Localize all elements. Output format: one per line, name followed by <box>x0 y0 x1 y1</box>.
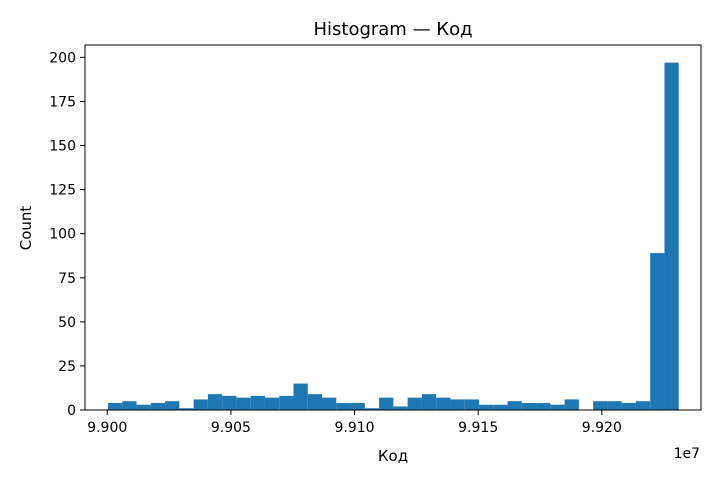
histogram-bar <box>664 62 679 411</box>
histogram-bar <box>507 401 522 410</box>
x-tick-label: 9.900 <box>87 420 127 436</box>
histogram-bar <box>207 394 223 410</box>
y-tick-label: 50 <box>58 315 76 331</box>
histogram-bar <box>607 401 622 410</box>
histogram-bar <box>322 397 337 410</box>
histogram-bar <box>122 401 137 410</box>
histogram-bar <box>264 397 280 410</box>
histogram-bar <box>564 399 579 410</box>
y-tick-label: 150 <box>49 139 76 155</box>
y-tick-label: 0 <box>67 403 76 419</box>
histogram-bar <box>621 402 636 410</box>
x-axis-offset-text: 1e7 <box>674 446 700 462</box>
histogram-bar <box>236 397 251 410</box>
y-axis-ticks: 0 25 50 75 100 125 150 175 200 <box>49 50 85 419</box>
histogram-bar <box>336 402 351 410</box>
histogram-bar <box>421 394 437 410</box>
histogram-bar <box>635 401 651 410</box>
histogram-bar <box>107 402 123 410</box>
histogram-bar <box>478 404 494 410</box>
bars-group <box>107 62 679 411</box>
chart-title: Histogram — Код <box>313 19 472 40</box>
histogram-bar <box>493 404 508 410</box>
histogram-bar <box>550 404 565 410</box>
y-tick-label: 75 <box>58 271 76 287</box>
y-tick-label: 25 <box>58 359 76 375</box>
histogram-bar <box>393 406 408 410</box>
histogram-bar <box>536 402 551 410</box>
histogram-bar <box>407 397 422 410</box>
histogram-bar <box>179 408 194 410</box>
x-tick-label: 9.905 <box>211 420 251 436</box>
x-axis-ticks: 9.900 9.905 9.910 9.915 9.920 <box>87 410 622 436</box>
histogram-bar <box>150 402 166 410</box>
x-tick-label: 9.920 <box>582 420 622 436</box>
x-tick-label: 9.910 <box>334 420 374 436</box>
histogram-bar <box>250 395 265 410</box>
histogram-bar <box>364 408 380 410</box>
histogram-bar <box>650 253 665 410</box>
histogram-bar <box>450 399 465 410</box>
plot-frame <box>84 44 702 411</box>
histogram-bar <box>350 402 365 410</box>
histogram-bar <box>136 404 151 410</box>
histogram-bar <box>464 399 479 410</box>
y-axis-label: Count <box>17 206 35 251</box>
histogram-bar <box>293 383 308 410</box>
histogram-bar <box>279 395 294 410</box>
histogram-bar <box>222 395 237 410</box>
histogram-bar <box>307 394 323 410</box>
y-tick-label: 175 <box>49 94 76 110</box>
y-tick-label: 125 <box>49 183 76 199</box>
x-tick-label: 9.915 <box>458 420 498 436</box>
y-tick-label: 100 <box>49 227 76 243</box>
histogram-bar <box>593 401 608 410</box>
y-tick-label: 200 <box>49 50 76 66</box>
x-axis-label: Код <box>378 447 408 465</box>
histogram-bar <box>193 399 208 410</box>
histogram-bar <box>379 397 394 410</box>
histogram-bar <box>521 402 537 410</box>
histogram-bar <box>436 397 451 410</box>
histogram-bar <box>165 401 180 410</box>
